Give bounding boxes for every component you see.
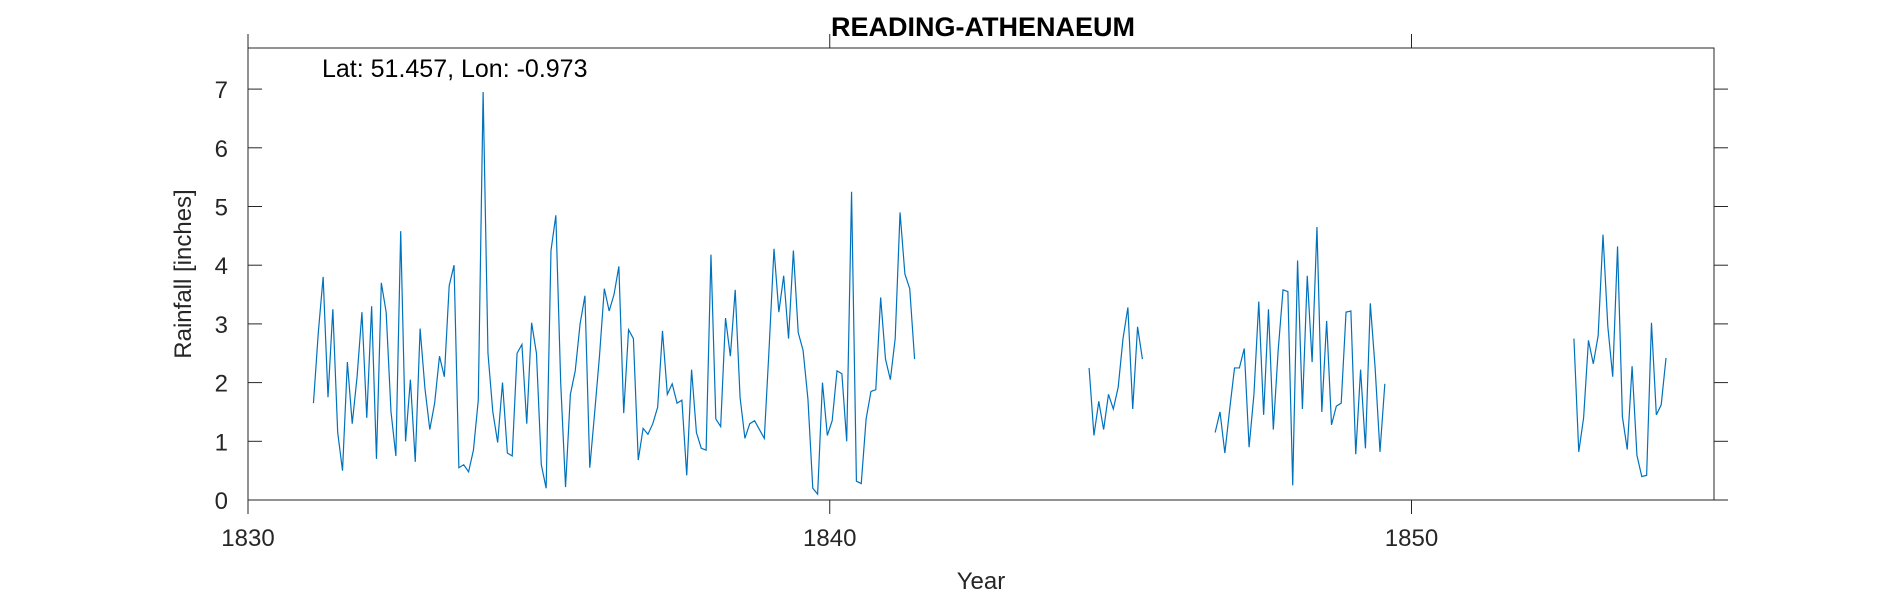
axis-ticks: 0 1 2 3 4 5 6 7 1830 1840 1850	[215, 34, 1728, 552]
x-tick-label: 1850	[1385, 525, 1438, 552]
series-layer	[312, 92, 1667, 496]
x-axis-label: Year	[957, 568, 1006, 591]
y-tick-label: 2	[215, 371, 228, 398]
rainfall-series-line	[1214, 227, 1386, 486]
y-tick-label: 7	[215, 77, 228, 104]
y-tick-label: 5	[215, 194, 228, 221]
y-tick-label: 6	[215, 136, 228, 163]
y-tick-label: 1	[215, 429, 228, 456]
x-tick-label: 1840	[803, 525, 856, 552]
x-tick-label: 1830	[221, 525, 274, 552]
axes-box	[247, 47, 1715, 501]
y-tick-label: 3	[215, 312, 228, 339]
lat-lon-annotation: Lat: 51.457, Lon: -0.973	[322, 55, 588, 83]
y-tick-label: 0	[215, 488, 228, 515]
y-tick-label: 4	[215, 253, 228, 280]
rainfall-series-line	[312, 92, 916, 496]
rainfall-series-line	[1573, 234, 1667, 478]
rainfall-series-line	[1088, 307, 1144, 436]
y-axis-label: Rainfall [inches]	[170, 189, 197, 358]
chart-title: READING-ATHENAEUM	[831, 12, 1135, 42]
